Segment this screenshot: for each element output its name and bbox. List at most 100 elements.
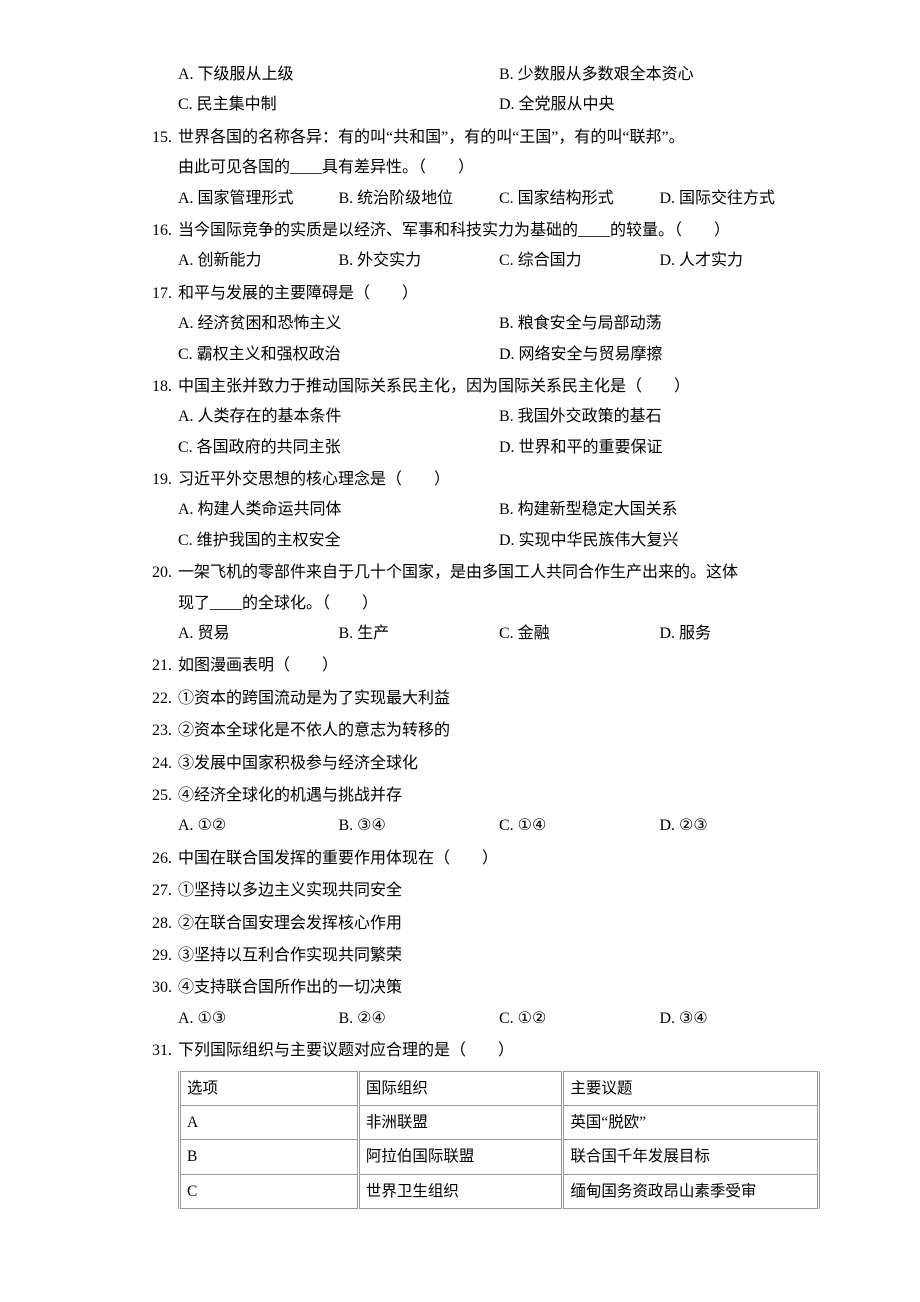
options-row: A. 创新能力B. 外交实力C. 综合国力D. 人才实力 [178,246,820,276]
question-item: 31.下列国际组织与主要议题对应合理的是（ ）选项国际组织主要议题A非洲联盟英国… [140,1036,820,1209]
options-row: A. 构建人类命运共同体B. 构建新型稳定大国关系C. 维护我国的主权安全D. … [178,495,820,556]
table-row: A非洲联盟英国“脱欧” [180,1105,819,1139]
question-stem-line: ④经济全球化的机遇与挑战并存 [178,781,820,811]
option: D. 全党服从中央 [499,90,820,120]
options-row: A. ①③B. ②④C. ①②D. ③④ [178,1004,820,1034]
option: D. 世界和平的重要保证 [499,433,820,463]
table-cell: B [180,1140,359,1174]
option: C. 民主集中制 [178,90,499,120]
option: C. 霸权主义和强权政治 [178,340,499,370]
question-number: 29. [140,941,172,971]
option: B. ②④ [339,1004,500,1034]
option: D. 网络安全与贸易摩擦 [499,340,820,370]
question-number: 26. [140,844,172,874]
options-row: A. ①②B. ③④C. ①④D. ②③ [178,811,820,841]
table-header-cell: 选项 [180,1071,359,1105]
question-item: 27.①坚持以多边主义实现共同安全 [140,876,820,906]
question-item: 21.如图漫画表明（ ） [140,651,820,681]
option: A. 创新能力 [178,246,339,276]
question-item: 15.世界各国的名称各异：有的叫“共和国”，有的叫“王国”，有的叫“联邦”。由此… [140,123,820,214]
question-stem-line: 中国在联合国发挥的重要作用体现在（ ） [178,844,820,874]
option: B. 少数服从多数艰全本资心 [499,60,820,90]
question-stem-line: 由此可见各国的____具有差异性。（ ） [178,153,820,183]
table-cell: C [180,1174,359,1208]
question-number: 19. [140,465,172,495]
question-stem-line: ④支持联合国所作出的一切决策 [178,973,820,1003]
table-cell: 非洲联盟 [358,1105,562,1139]
question-number: 24. [140,749,172,779]
question-item: A. 下级服从上级B. 少数服从多数艰全本资心C. 民主集中制D. 全党服从中央 [140,60,820,121]
option: C. ①② [499,1004,660,1034]
option: B. ③④ [339,811,500,841]
question-number: 27. [140,876,172,906]
question-stem-line: 当今国际竞争的实质是以经济、军事和科技实力为基础的____的较量。（ ） [178,216,820,246]
question-stem-line: ②在联合国安理会发挥核心作用 [178,909,820,939]
question-number: 17. [140,279,172,309]
question-item: 16.当今国际竞争的实质是以经济、军事和科技实力为基础的____的较量。（ ）A… [140,216,820,277]
question-item: 30.④支持联合国所作出的一切决策A. ①③B. ②④C. ①②D. ③④ [140,973,820,1034]
question-item: 29.③坚持以互利合作实现共同繁荣 [140,941,820,971]
question-stem-line: 和平与发展的主要障碍是（ ） [178,279,820,309]
question-number: 25. [140,781,172,811]
question-number: 16. [140,216,172,246]
option: A. 经济贫困和恐怖主义 [178,309,499,339]
question-item: 17.和平与发展的主要障碍是（ ）A. 经济贫困和恐怖主义B. 粮食安全与局部动… [140,279,820,370]
option: D. ③④ [660,1004,821,1034]
option: A. 构建人类命运共同体 [178,495,499,525]
table-cell: A [180,1105,359,1139]
question-number: 30. [140,973,172,1003]
option: A. 人类存在的基本条件 [178,402,499,432]
question-stem-line: 现了____的全球化。（ ） [178,589,820,619]
options-row: A. 人类存在的基本条件B. 我国外交政策的基石C. 各国政府的共同主张D. 世… [178,402,820,463]
question-stem-line: 习近平外交思想的核心理念是（ ） [178,465,820,495]
option: B. 我国外交政策的基石 [499,402,820,432]
option: B. 构建新型稳定大国关系 [499,495,820,525]
table-cell: 联合国千年发展目标 [563,1140,819,1174]
question-number: 23. [140,716,172,746]
question-stem-line: 一架飞机的零部件来自于几十个国家，是由多国工人共同合作生产出来的。这体 [178,558,820,588]
table-row: C世界卫生组织缅甸国务资政昂山素季受审 [180,1174,819,1208]
question-stem-line: 中国主张并致力于推动国际关系民主化，因为国际关系民主化是（ ） [178,372,820,402]
question-stem-line: 下列国际组织与主要议题对应合理的是（ ） [178,1036,820,1066]
option: B. 粮食安全与局部动荡 [499,309,820,339]
option: C. 金融 [499,619,660,649]
option: D. 人才实力 [660,246,821,276]
table-cell: 英国“脱欧” [563,1105,819,1139]
option: A. ①② [178,811,339,841]
page: A. 下级服从上级B. 少数服从多数艰全本资心C. 民主集中制D. 全党服从中央… [0,0,920,1302]
question-number: 21. [140,651,172,681]
question-number: 28. [140,909,172,939]
table-header-cell: 主要议题 [563,1071,819,1105]
option: C. 维护我国的主权安全 [178,526,499,556]
question-stem-line: ②资本全球化是不依人的意志为转移的 [178,716,820,746]
question-number: 15. [140,123,172,153]
table-cell: 阿拉伯国际联盟 [358,1140,562,1174]
option: A. 下级服从上级 [178,60,499,90]
options-row: A. 经济贫困和恐怖主义B. 粮食安全与局部动荡C. 霸权主义和强权政治D. 网… [178,309,820,370]
question-item: 25.④经济全球化的机遇与挑战并存A. ①②B. ③④C. ①④D. ②③ [140,781,820,842]
question-item: 24.③发展中国家积极参与经济全球化 [140,749,820,779]
question-item: 23.②资本全球化是不依人的意志为转移的 [140,716,820,746]
question-stem-line: 如图漫画表明（ ） [178,651,820,681]
option: C. 国家结构形式 [499,184,660,214]
option: D. 国际交往方式 [660,184,821,214]
option: C. 综合国力 [499,246,660,276]
question-stem-line: ③发展中国家积极参与经济全球化 [178,749,820,779]
question-item: 19.习近平外交思想的核心理念是（ ）A. 构建人类命运共同体B. 构建新型稳定… [140,465,820,556]
option: A. 贸易 [178,619,339,649]
option: A. ①③ [178,1004,339,1034]
option: B. 外交实力 [339,246,500,276]
question-table: 选项国际组织主要议题A非洲联盟英国“脱欧”B阿拉伯国际联盟联合国千年发展目标C世… [178,1071,820,1210]
question-item: 26.中国在联合国发挥的重要作用体现在（ ） [140,844,820,874]
table-row: B阿拉伯国际联盟联合国千年发展目标 [180,1140,819,1174]
options-row: A. 贸易B. 生产C. 金融D. 服务 [178,619,820,649]
option: D. ②③ [660,811,821,841]
table-header-cell: 国际组织 [358,1071,562,1105]
question-item: 20.一架飞机的零部件来自于几十个国家，是由多国工人共同合作生产出来的。这体现了… [140,558,820,649]
option: B. 统治阶级地位 [339,184,500,214]
table-header-row: 选项国际组织主要议题 [180,1071,819,1105]
table-cell: 缅甸国务资政昂山素季受审 [563,1174,819,1208]
table-cell: 世界卫生组织 [358,1174,562,1208]
question-item: 22.①资本的跨国流动是为了实现最大利益 [140,684,820,714]
question-stem-line: ①资本的跨国流动是为了实现最大利益 [178,684,820,714]
